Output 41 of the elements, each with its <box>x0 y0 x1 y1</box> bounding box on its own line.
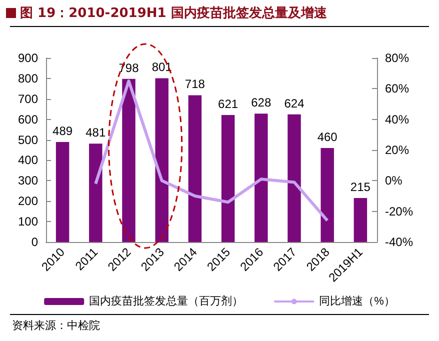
data-label: 801 <box>152 60 172 74</box>
bar <box>56 142 70 242</box>
bar <box>122 78 136 242</box>
bar <box>155 78 168 242</box>
bar <box>320 148 334 242</box>
chart-title: 图 19：2010-2019H1 国内疫苗批签发总量及增速 <box>20 4 327 22</box>
y2-tick-label: 80% <box>385 51 410 65</box>
y-tick-label: 100 <box>18 214 38 229</box>
data-label: 460 <box>317 130 338 144</box>
y2-tick-label: -40% <box>385 235 414 249</box>
data-label: 621 <box>218 97 238 112</box>
bar <box>288 114 301 242</box>
bar <box>254 114 268 242</box>
bar <box>221 115 235 242</box>
data-label: 481 <box>86 126 106 140</box>
bar <box>89 144 102 242</box>
legend-label: 国内疫苗批签发总量（百万剂） <box>89 294 244 308</box>
data-label: 718 <box>184 77 206 92</box>
y2-tick-label: 40% <box>385 112 410 126</box>
y-tick-label: 0 <box>31 235 38 249</box>
y2-tick-label: -20% <box>385 204 414 218</box>
data-label: 624 <box>284 96 305 110</box>
y2-tick-label: 60% <box>385 82 410 96</box>
y-tick-label: 600 <box>18 112 38 126</box>
text: 资料来源：中检院 <box>12 318 100 333</box>
legend-label: 同比增速（%） <box>319 294 395 308</box>
y-tick-label: 300 <box>18 174 38 188</box>
y-tick-label: 500 <box>18 132 38 147</box>
y-tick-label: 700 <box>18 92 38 106</box>
data-label: 215 <box>350 180 371 194</box>
y-tick-label: 200 <box>18 194 38 208</box>
y-tick-label: 400 <box>18 153 38 168</box>
y-tick-label: 800 <box>18 71 38 86</box>
y2-tick-label: 20% <box>385 143 410 157</box>
data-label: 489 <box>52 124 73 138</box>
y-tick-label: 900 <box>18 51 38 65</box>
data-label: 628 <box>251 96 272 110</box>
y2-tick-label: 0% <box>385 174 403 188</box>
bar <box>354 198 368 242</box>
data-label: 798 <box>118 60 140 75</box>
bar <box>188 95 202 242</box>
